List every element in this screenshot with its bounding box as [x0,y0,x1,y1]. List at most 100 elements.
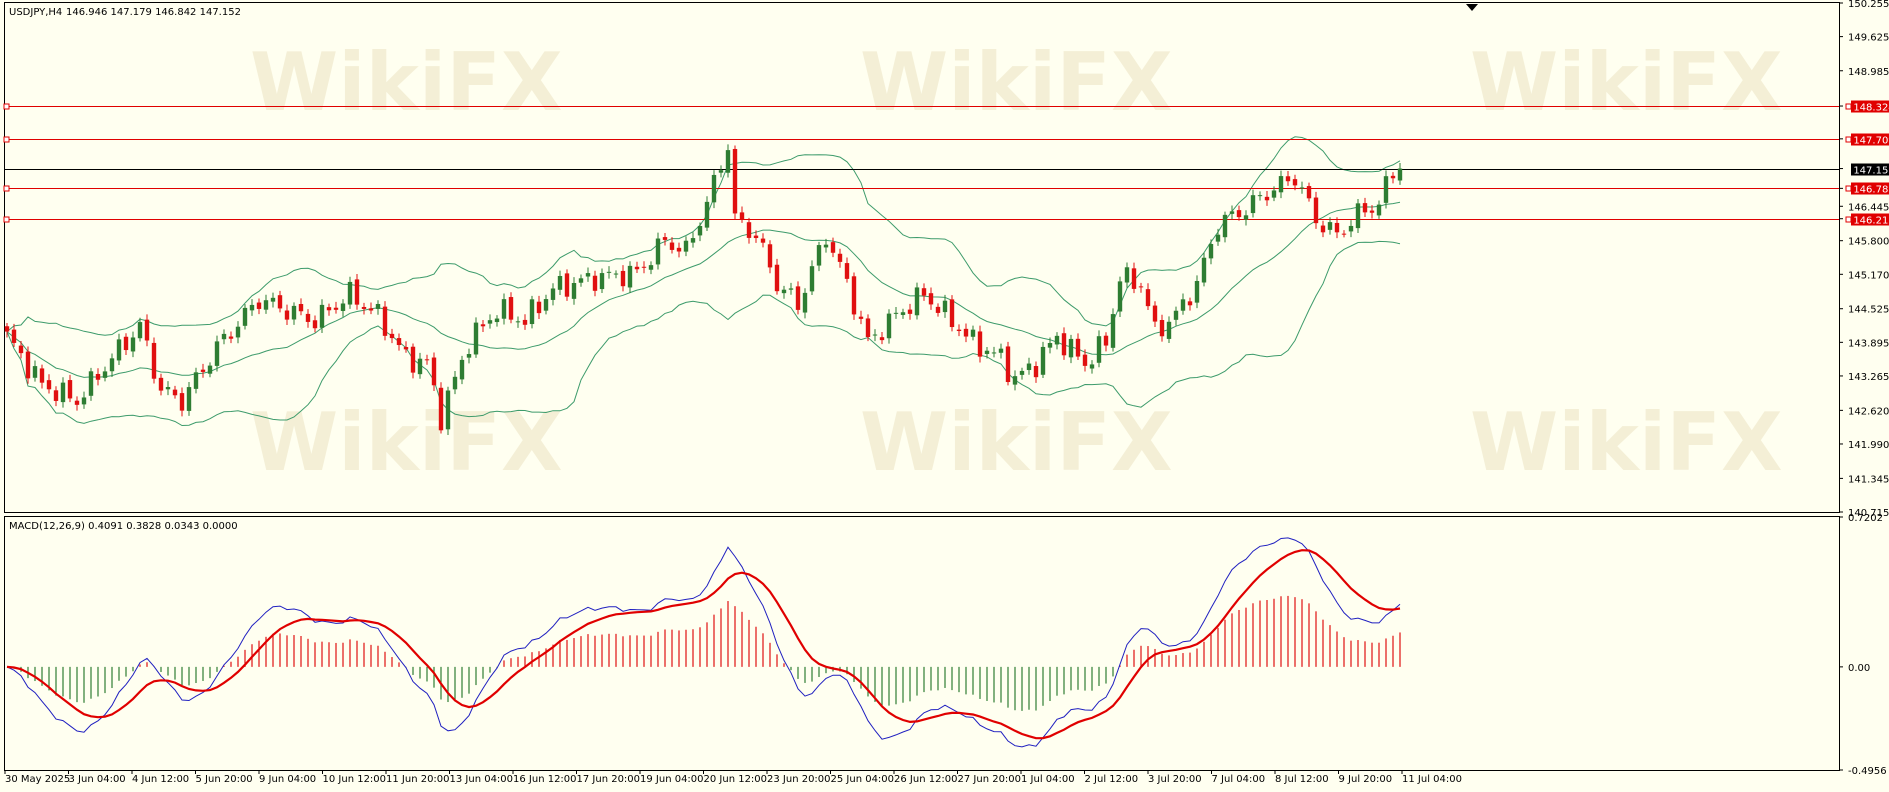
candle-body [991,352,997,354]
candle-body [1124,267,1130,283]
macd-axis-label: -0.4956 [1848,766,1887,777]
candle-body [1208,243,1214,259]
candle-body [809,266,815,292]
time-axis-label: 23 Jun 20:00 [767,774,831,785]
candle-body [1061,333,1067,356]
bollinger-bands [6,136,1401,427]
candle-body [1313,197,1319,224]
candle-body [1236,210,1242,218]
level-price-tag [1851,213,1889,226]
time-axis-label: 16 Jun 12:00 [513,774,577,785]
candle-body [613,273,619,275]
candle-body [648,265,654,270]
candle-body [305,313,311,322]
candle-body [585,273,591,277]
candle-body [1201,257,1207,283]
candle-body [690,238,696,243]
candle-body [550,288,556,300]
candle-body [249,304,255,311]
candle-body [879,337,885,341]
candle-body [186,387,192,411]
time-axis-label: 30 May 2025 [5,774,70,785]
macd-panel-frame [4,516,1840,771]
signal-line [6,549,1401,740]
price-axis-label: 141.990 [1848,440,1889,451]
candle-body [1033,366,1039,378]
time-axis-label: 27 Jun 20:00 [958,774,1022,785]
horizontal-levels[interactable]: 148.324 147.709 146.781 146.212 147.152 [3,100,1889,227]
candle-body [1096,336,1102,363]
candle-body [172,389,178,396]
candle-body [221,333,227,340]
level-price-label: 147.709 [1853,136,1889,147]
time-axis-label: 9 Jun 04:00 [259,774,316,785]
candle-body [375,303,381,309]
time-axis-label: 2 Jul 12:00 [1085,774,1139,785]
candle-body [46,380,52,390]
candle-body [1355,203,1361,229]
candle-body [1166,321,1172,339]
price-axis-label: 140.715 [1848,508,1889,519]
candle-body [1131,268,1137,289]
candle-body [200,369,206,372]
candle-body [53,390,59,401]
time-axis-label: 20 Jun 12:00 [704,774,768,785]
level-price-tag [1851,133,1889,146]
candle-body [1026,363,1032,371]
price-axis-label: 144.525 [1848,305,1889,316]
candle-body [1019,370,1025,375]
time-axis-label: 10 Jun 12:00 [323,774,387,785]
time-axis-label: 7 Jul 04:00 [1212,774,1266,785]
candle-body [1390,175,1396,179]
macd-axis-label: 0.7202 [1848,513,1883,524]
macd-axis-label: 0.00 [1848,663,1870,674]
watermark-text: WikiFX [250,396,563,489]
candle-body [361,306,367,309]
candle-body [1173,310,1179,320]
candle-body [914,287,920,316]
candle-body [1054,335,1060,345]
candle-body [396,338,402,346]
candle-body [193,372,199,389]
candle-body [284,310,290,320]
candle-body [578,278,584,283]
level-handle-right [1845,216,1852,223]
candle-body [242,307,248,326]
time-axis-label: 5 Jun 20:00 [196,774,253,785]
price-axis-label: 143.265 [1848,372,1889,383]
candle-body [928,293,934,305]
level-handle-left [3,136,10,143]
watermark-text: WikiFX [1470,36,1783,129]
chart-shift-marker[interactable] [1466,4,1478,11]
time-axis-label: 11 Jun 20:00 [386,774,450,785]
candle-body [235,326,241,338]
time-axis-label: 3 Jun 04:00 [69,774,126,785]
upper-band [6,136,1401,336]
candle-body [662,237,668,240]
watermark-text: WikiFX [250,36,563,129]
candle-body [1110,314,1116,348]
candle-body [697,225,703,236]
candle-body [1138,286,1144,288]
candle-body [599,273,605,290]
candle-body [207,365,213,374]
candle-body [858,316,864,319]
time-axis-label: 4 Jun 12:00 [132,774,189,785]
candle-body [480,324,486,327]
candle-body [277,295,283,309]
candle-body [263,300,269,310]
price-axis-label: 148.985 [1848,67,1889,78]
candle-body [900,312,906,315]
candle-body [522,319,528,325]
candle-body [1012,376,1018,385]
price-axis-label: 142.620 [1848,406,1889,417]
candle-body [417,358,423,375]
macd-histogram [13,595,1401,711]
level-price-label: 148.324 [1853,103,1889,114]
candle-body [1376,204,1382,216]
candle-body [837,253,843,262]
candle-body [1320,225,1326,233]
candles [4,144,1403,436]
